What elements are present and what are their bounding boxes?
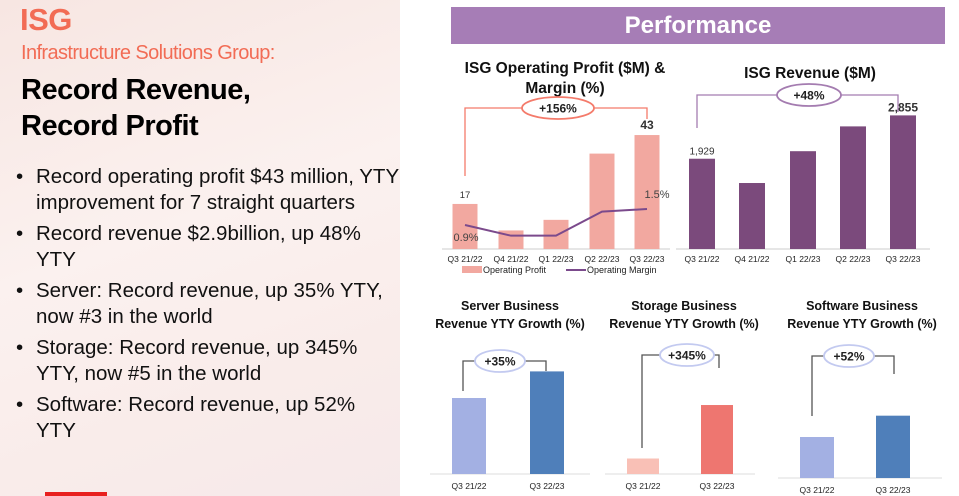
headline: Record Revenue, Record Profit: [21, 72, 251, 144]
x-tick-label: Q4 21/22: [494, 254, 529, 264]
bullet-item: Software: Record revenue, up 52% YTY: [14, 392, 399, 444]
bar-growth: [701, 405, 733, 474]
x-tick-label: Q3 21/22: [626, 481, 661, 491]
data-label: 1.5%: [644, 189, 669, 201]
bullet-item: Record revenue $2.9billion, up 48% YTY: [14, 221, 399, 273]
legend-label: Operating Margin: [587, 265, 657, 275]
x-tick-label: Q3 21/22: [800, 485, 835, 495]
bullet-list: Record operating profit $43 million, YTY…: [14, 164, 399, 449]
bar-operating-profit: [634, 135, 660, 249]
bar-operating-profit: [589, 153, 615, 249]
chart-title: Margin (%): [525, 80, 604, 97]
bullet-item: Server: Record revenue, up 35% YTY, now …: [14, 278, 399, 330]
callout-ellipse: [659, 343, 715, 367]
x-tick-label: Q2 22/23: [836, 254, 871, 264]
data-label: 43: [640, 118, 654, 132]
callout-ellipse: [776, 83, 842, 107]
x-tick-label: Q1 22/23: [786, 254, 821, 264]
line-operating-margin: [464, 207, 648, 237]
callout-label: +52%: [833, 350, 864, 364]
x-tick-label: Q2 22/23: [585, 254, 620, 264]
x-tick-label: Q3 22/23: [530, 481, 565, 491]
callout-ellipse: [823, 344, 875, 368]
performance-banner: Performance: [451, 7, 945, 44]
bar-revenue: [739, 183, 765, 249]
data-label: 17: [460, 190, 471, 201]
legend-swatch-operating-profit: [462, 266, 482, 273]
bar-growth: [530, 371, 564, 474]
chart-title: Software Business: [806, 299, 918, 313]
x-tick-label: Q3 21/22: [448, 254, 483, 264]
callout-label: +35%: [484, 355, 515, 369]
summary-panel: ISG Infrastructure Solutions Group: Reco…: [0, 0, 400, 496]
callout-ellipse: [521, 96, 595, 120]
chart-title: Storage Business: [631, 299, 737, 313]
chart-title: Revenue YTY Growth (%): [609, 317, 759, 331]
callout-label: +48%: [793, 89, 824, 103]
x-tick-label: Q3 22/23: [700, 481, 735, 491]
x-tick-label: Q3 22/23: [630, 254, 665, 264]
accent-bar: [45, 492, 107, 496]
chart-title: Server Business: [461, 299, 559, 313]
bar-growth: [800, 437, 834, 478]
bar-revenue: [840, 126, 866, 249]
bar-operating-profit: [543, 219, 569, 249]
bar-growth: [627, 458, 659, 474]
chart-title: Revenue YTY Growth (%): [435, 317, 585, 331]
callout-label: +345%: [668, 349, 706, 363]
data-label: 1,929: [689, 147, 714, 158]
x-tick-label: Q3 21/22: [452, 481, 487, 491]
bullet-item: Storage: Record revenue, up 345% YTY, no…: [14, 335, 399, 387]
data-label: 2,855: [888, 100, 918, 114]
bar-growth: [876, 415, 910, 478]
bar-growth: [452, 398, 486, 474]
bar-revenue: [890, 115, 916, 249]
bar-revenue: [790, 151, 816, 249]
x-tick-label: Q3 22/23: [886, 254, 921, 264]
x-tick-label: Q3 21/22: [685, 254, 720, 264]
subtitle: Infrastructure Solutions Group:: [21, 42, 275, 64]
bar-revenue: [689, 158, 715, 249]
x-tick-label: Q4 21/22: [735, 254, 770, 264]
headline-line-1: Record Revenue,: [21, 74, 251, 106]
data-label: 0.9%: [453, 232, 478, 244]
chart-title: Revenue YTY Growth (%): [787, 317, 937, 331]
x-tick-label: Q3 22/23: [876, 485, 911, 495]
chart-title: ISG Operating Profit ($M) &: [465, 60, 666, 77]
bullet-item: Record operating profit $43 million, YTY…: [14, 164, 399, 216]
callout-label: +156%: [539, 102, 577, 116]
brand-title: ISG: [20, 2, 72, 37]
x-tick-label: Q1 22/23: [539, 254, 574, 264]
headline-line-2: Record Profit: [21, 110, 199, 142]
chart-title: ISG Revenue ($M): [744, 65, 876, 82]
legend-label: Operating Profit: [483, 265, 547, 275]
callout-ellipse: [474, 349, 526, 373]
